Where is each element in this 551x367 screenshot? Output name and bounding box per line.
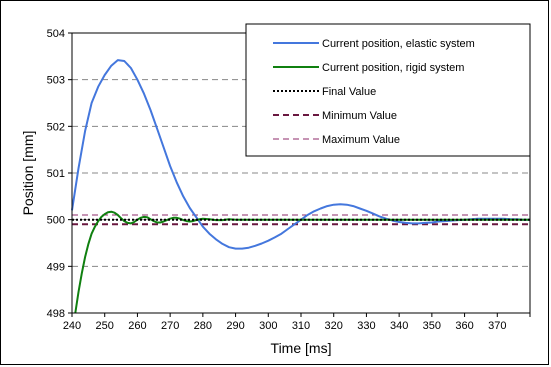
y-tick-label: 504: [47, 28, 65, 40]
y-tick-label: 498: [47, 308, 65, 320]
legend: Current position, elastic system Current …: [245, 23, 531, 157]
y-tick-label: 501: [47, 168, 65, 180]
legend-label-minimum: Minimum Value: [322, 110, 397, 122]
x-tick-label: 310: [292, 320, 310, 332]
x-axis: 240 250 260 270 280 290 300 310 320 330 340 350 360 3…: [63, 313, 531, 332]
series-layer: [71, 59, 530, 314]
x-axis-title: Time [ms]: [271, 340, 332, 356]
legend-label-elastic: Current position, elastic system: [322, 38, 475, 50]
x-tick-label: 300: [259, 320, 277, 332]
x-tick-label: 260: [128, 320, 146, 332]
x-tick-label: 320: [325, 320, 343, 332]
x-tick-label: 360: [455, 320, 473, 332]
legend-label-final: Final Value: [322, 86, 376, 98]
x-tick-label: 370: [488, 320, 506, 332]
y-tick-label: 500: [47, 215, 65, 227]
x-tick-label: 330: [357, 320, 375, 332]
x-tick-label: 280: [194, 320, 212, 332]
x-tick-label: 240: [63, 320, 81, 332]
y-axis: 498 499 500 501 502 503 504: [47, 28, 72, 320]
legend-label-maximum: Maximum Value: [322, 134, 400, 146]
x-tick-label: 350: [423, 320, 441, 332]
y-axis-title: Position [mm]: [20, 131, 36, 216]
y-tick-label: 503: [47, 75, 65, 87]
y-tick-label: 502: [47, 121, 65, 133]
series-line-rigid: [74, 210, 530, 314]
x-tick-label: 290: [226, 320, 244, 332]
legend-label-rigid: Current position, rigid system: [322, 62, 464, 74]
x-tick-label: 250: [96, 320, 114, 332]
x-tick-label: 270: [161, 320, 179, 332]
x-tick-label: 340: [390, 320, 408, 332]
y-tick-label: 499: [47, 261, 65, 273]
